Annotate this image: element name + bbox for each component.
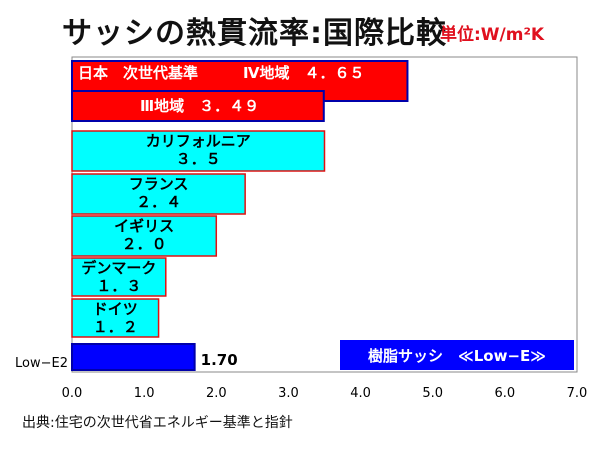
annotation-text: 樹脂サッシ ≪Low−E≫ xyxy=(368,347,546,365)
category-label-lowe2: Low−E2 xyxy=(15,356,68,371)
x-tick-5: 5.0 xyxy=(422,386,443,401)
x-tick-2: 2.0 xyxy=(206,386,227,401)
bar-2 xyxy=(71,130,326,172)
unit-label: 単位:W/m²K xyxy=(440,25,545,45)
x-tick-0: 0.0 xyxy=(62,386,83,401)
bar-4 xyxy=(71,215,218,257)
bar-6 xyxy=(71,298,160,338)
bar-value-5: １．３ xyxy=(96,277,141,295)
bar-label-6: ドイツ xyxy=(93,300,138,318)
bar-value-7: 1.70 xyxy=(201,351,238,369)
bar-value-3: ２．４ xyxy=(136,193,181,211)
bar-label-2: カリフォルニア xyxy=(146,132,251,150)
bar-7 xyxy=(71,343,196,371)
bar-value-2: ３．５ xyxy=(176,150,221,168)
annotation-box xyxy=(340,340,574,370)
x-tick-7: 7.0 xyxy=(567,386,588,401)
bar-1 xyxy=(71,90,325,122)
bar-label-4: イギリス xyxy=(114,217,174,235)
x-tick-4: 4.0 xyxy=(350,386,371,401)
chart-title: サッシの熱貫流率:国際比較 xyxy=(62,16,447,51)
bar-5 xyxy=(71,257,167,297)
bar-value-6: １．２ xyxy=(93,318,138,336)
bar-label-0: 日本 次世代基準 Ⅳ地域 ４．６５ xyxy=(78,64,364,82)
bar-3 xyxy=(71,173,246,215)
x-tick-1: 1.0 xyxy=(134,386,155,401)
bar-value-4: ２．０ xyxy=(122,235,167,253)
bar-label-1: Ⅲ地域 ３．４９ xyxy=(140,97,259,115)
bar-label-5: デンマーク xyxy=(81,259,156,277)
bar-label-3: フランス xyxy=(129,175,189,193)
source-note: 出典:住宅の次世代省エネルギー基準と指針 xyxy=(22,415,293,431)
x-tick-3: 3.0 xyxy=(278,386,299,401)
x-tick-6: 6.0 xyxy=(495,386,516,401)
